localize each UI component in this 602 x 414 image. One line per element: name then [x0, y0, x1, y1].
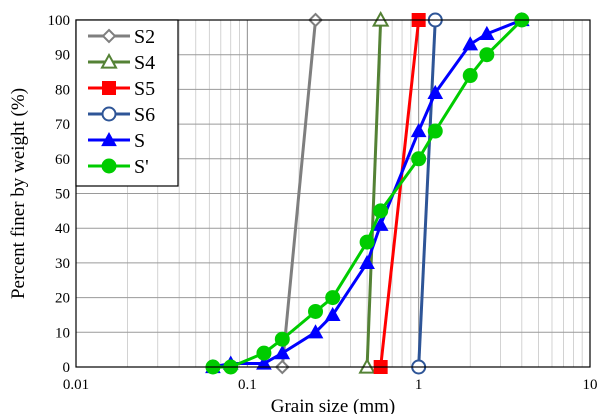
data-point — [427, 123, 443, 139]
legend-marker — [102, 81, 116, 95]
x-tick-label: 0.1 — [238, 377, 257, 393]
legend-box — [75, 19, 179, 187]
y-tick-label: 70 — [55, 117, 70, 133]
series-line — [280, 19, 318, 368]
y-tick-label: 80 — [55, 82, 70, 98]
y-tick-label: 40 — [55, 221, 70, 237]
x-tick-label: 0.01 — [63, 377, 89, 393]
y-tick-label: 10 — [55, 325, 70, 341]
y-tick-label: 20 — [55, 291, 70, 307]
y-tick-label: 50 — [55, 187, 70, 203]
series-layer — [205, 10, 530, 375]
legend-marker — [101, 106, 117, 122]
series-line — [417, 19, 437, 368]
legend-label: S2 — [134, 26, 155, 48]
y-tick-label: 30 — [55, 256, 70, 272]
data-point — [479, 47, 495, 63]
legend-label: S4 — [134, 52, 155, 74]
plot-frame — [75, 19, 591, 368]
data-point — [478, 25, 495, 40]
data-point — [274, 331, 290, 347]
data-point — [308, 303, 324, 319]
legend-item: S — [88, 130, 145, 152]
data-point — [324, 306, 341, 322]
legend-marker — [101, 131, 117, 147]
data-point — [373, 203, 389, 219]
legend-marker — [101, 28, 117, 44]
legend-item: S' — [88, 156, 149, 178]
data-point — [410, 123, 427, 138]
series-line — [365, 19, 383, 368]
data-point — [427, 84, 444, 99]
data-point — [462, 68, 478, 84]
data-point — [372, 216, 389, 231]
legend-item: S4 — [88, 52, 155, 74]
data-point — [359, 254, 375, 269]
y-tick-label: 90 — [55, 48, 70, 64]
data-point — [307, 324, 324, 339]
data-point — [359, 234, 375, 250]
data-point — [358, 357, 376, 374]
y-tick-label: 0 — [63, 360, 71, 376]
series-S' — [205, 12, 530, 375]
legend-item: S5 — [88, 78, 155, 100]
legend: S2 S4 S5 S6 S S' — [75, 19, 179, 187]
legend-label: S6 — [134, 104, 155, 126]
y-tick-label: 100 — [48, 13, 71, 29]
legend-label: S5 — [134, 78, 155, 100]
series-line — [379, 19, 421, 368]
data-point — [462, 36, 479, 51]
data-point — [411, 151, 427, 167]
legend-item: S2 — [88, 26, 155, 48]
x-axis-title: Grain size (mm) — [271, 396, 396, 414]
x-tick-label: 1 — [415, 377, 423, 393]
data-point — [256, 355, 272, 370]
data-point — [325, 290, 341, 306]
data-point — [256, 345, 272, 361]
legend-label: S — [134, 130, 145, 152]
legend-marker — [101, 158, 117, 174]
legend-marker — [100, 52, 118, 69]
legend-label: S' — [134, 156, 149, 178]
x-tick-label: 10 — [583, 377, 598, 393]
y-axis-title: Percent finer by weight (%) — [8, 88, 29, 299]
legend-item: S6 — [88, 104, 155, 126]
data-point — [371, 10, 390, 27]
y-tick-label: 60 — [55, 152, 70, 168]
data-point — [274, 345, 291, 360]
series-S4 — [358, 10, 390, 374]
